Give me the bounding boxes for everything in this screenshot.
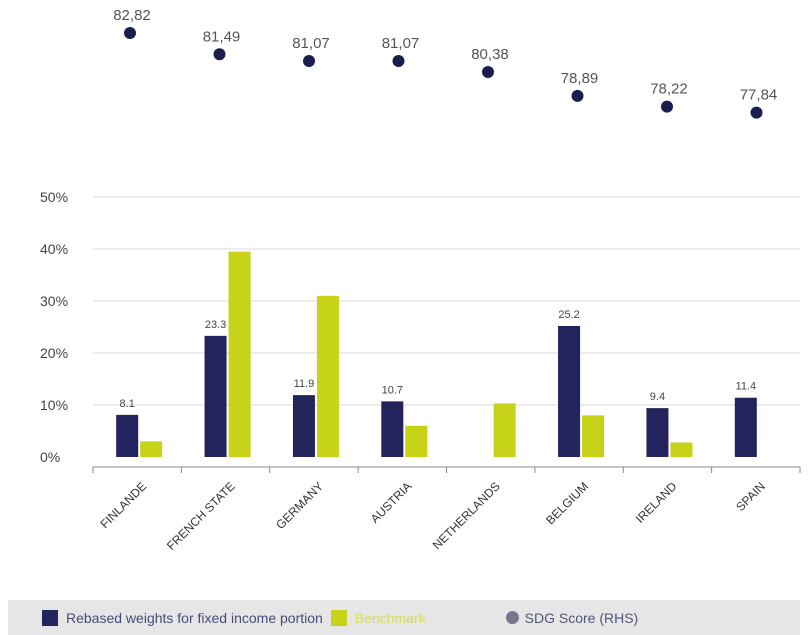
bar-series2 (493, 403, 516, 457)
legend-item-scores: SDG Score (RHS) (505, 609, 639, 626)
score-label: 80,38 (471, 46, 509, 63)
bar-series2 (316, 295, 339, 457)
score-point (392, 55, 405, 67)
score-point (124, 27, 136, 39)
y-tick-label: 40% (40, 241, 68, 257)
bar-series2 (670, 442, 693, 457)
bar-data-label: 9.4 (650, 391, 665, 403)
bar-data-label: 11.4 (736, 381, 757, 393)
score-label: 77,84 (740, 87, 778, 104)
category-label: BELGIUM (543, 479, 591, 527)
score-point (213, 48, 226, 61)
score-label: 81,07 (382, 35, 420, 52)
bar-series2 (582, 415, 605, 457)
score-label: 82,82 (113, 7, 151, 24)
legend-swatch-series1 (42, 609, 58, 626)
category-label: NETHERLANDS (430, 479, 503, 552)
legend-swatch-series2 (330, 609, 347, 626)
legend-label-series1: Rebased weights for fixed income portion (66, 609, 323, 626)
bar-data-label: 23.3 (205, 319, 226, 331)
x-axis (92, 466, 801, 473)
score-points: 82,82 81,49 81,07 81,07 80,38 78,89 78,22 77,84 (113, 7, 777, 119)
chart: 0% 10% 20% 30% 40% 50% 8.1 23.3 11.9 10.7 25.2 9.4… (40, 7, 801, 553)
legend: Rebased weights for fixed income portion… (8, 600, 800, 635)
bar-series2 (140, 441, 163, 457)
score-label: 81,07 (292, 35, 330, 52)
score-label: 78,89 (561, 70, 599, 87)
legend-dot-scores (505, 611, 519, 624)
score-label: 78,22 (650, 81, 688, 98)
bar-series1 (558, 325, 581, 457)
bar-data-labels: 8.1 23.3 11.9 10.7 25.2 9.4 11.4 (120, 309, 757, 410)
category-label: SPAIN (733, 479, 768, 514)
bar-series1 (381, 401, 404, 457)
category-label: IRELAND (633, 479, 680, 526)
bar-series1 (292, 395, 315, 457)
gridlines (93, 196, 800, 406)
bar-series1 (204, 335, 227, 457)
score-point (571, 89, 584, 102)
bar-data-label: 10.7 (382, 384, 403, 396)
category-labels: FINLANDE FRENCH STATE GERMANY AUSTRIA NETHER… (97, 479, 767, 553)
y-tick-label: 10% (40, 397, 68, 413)
category-label: AUSTRIA (368, 479, 415, 526)
category-label: FINLANDE (97, 479, 149, 531)
legend-label-series2: Benchmark (354, 609, 426, 626)
score-point (482, 66, 494, 79)
bar-data-label: 11.9 (294, 378, 315, 390)
y-tick-label: 0% (40, 449, 60, 465)
bar-series1 (734, 397, 757, 457)
bar-data-label: 8.1 (120, 398, 135, 410)
y-axis-ticks: 0% 10% 20% 30% 40% 50% (40, 189, 68, 465)
legend-item-series1: Rebased weights for fixed income portion (42, 609, 323, 626)
score-point (303, 55, 315, 67)
legend-item-series2: Benchmark (330, 609, 426, 626)
y-tick-label: 20% (40, 345, 68, 361)
category-label: GERMANY (273, 479, 326, 532)
score-point (750, 106, 763, 119)
score-point (661, 100, 673, 113)
category-label: FRENCH STATE (164, 479, 238, 553)
legend-label-scores: SDG Score (RHS) (524, 609, 639, 626)
bars (116, 251, 757, 457)
y-tick-label: 50% (40, 189, 68, 205)
score-label: 81,49 (203, 28, 241, 45)
bar-series1 (646, 408, 669, 457)
bar-series2 (228, 251, 251, 457)
y-tick-label: 30% (40, 293, 68, 309)
bar-series2 (405, 425, 428, 457)
bar-data-label: 25.2 (558, 309, 579, 321)
bar-series1 (116, 414, 139, 457)
